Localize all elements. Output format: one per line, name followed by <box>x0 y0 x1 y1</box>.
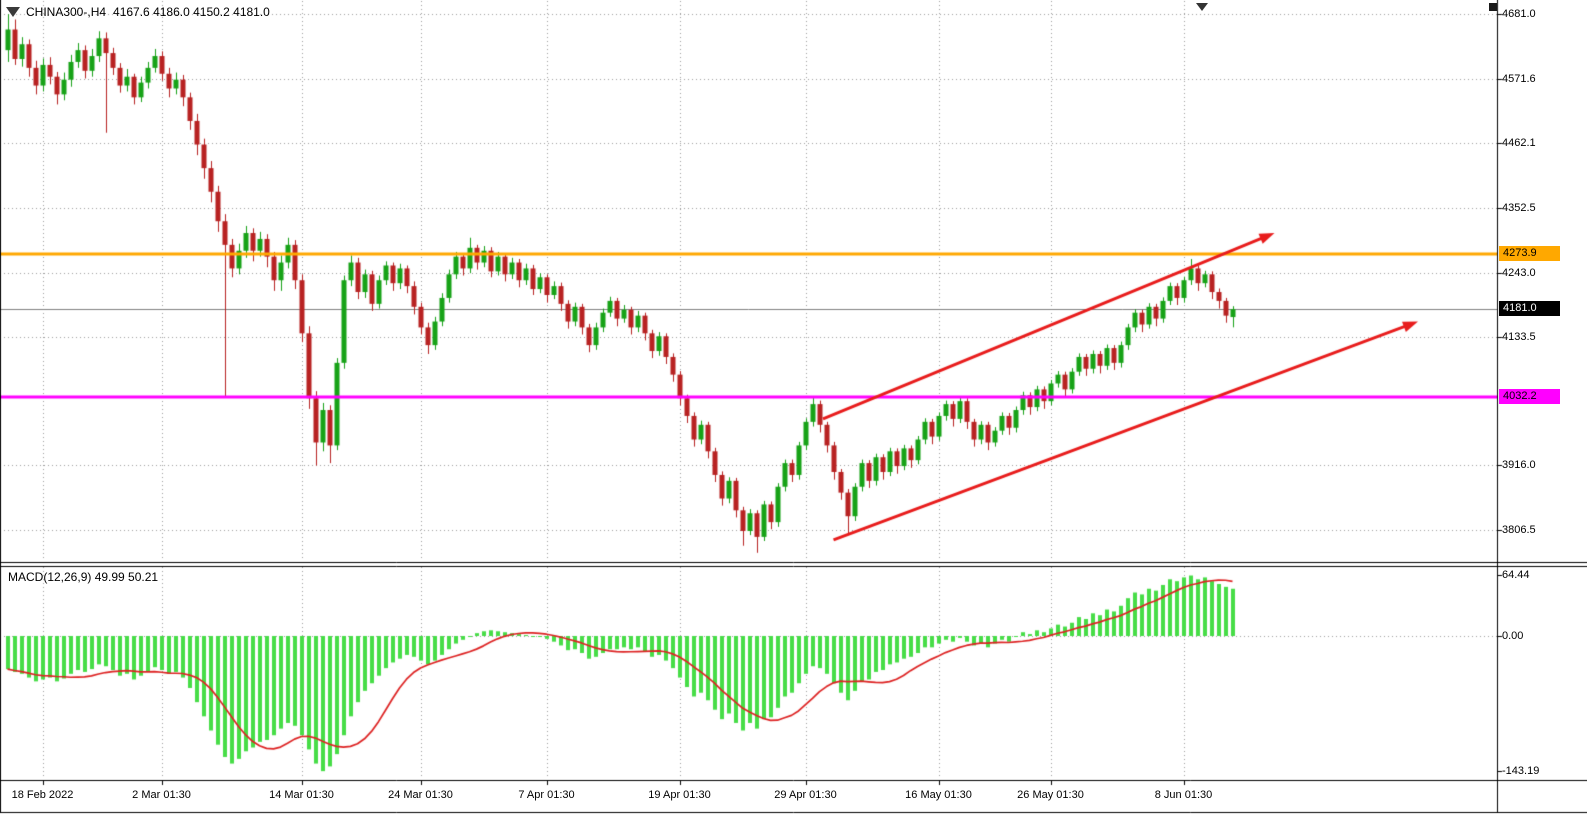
price-axis-label: 4133.5 <box>1502 331 1536 344</box>
macd-indicator-label: MACD(12,26,9) 49.99 50.21 <box>8 570 159 584</box>
time-axis-label: 8 Jun 01:30 <box>1154 789 1213 801</box>
time-axis-label: 7 Apr 01:30 <box>518 789 575 801</box>
time-axis-label: 24 Mar 01:30 <box>388 789 453 801</box>
time-axis-label: 29 Apr 01:30 <box>774 789 837 801</box>
time-axis-label: 18 Feb 2022 <box>11 789 74 801</box>
current-price-tag: 4181.0 <box>1499 301 1560 317</box>
price-axis-label: 4352.5 <box>1502 201 1536 214</box>
time-axis-label: 2 Mar 01:30 <box>132 789 191 801</box>
macd-axis-label: -143.19 <box>1502 765 1540 778</box>
time-axis-label: 16 May 01:30 <box>905 789 972 801</box>
macd-axis-label: 0.00 <box>1502 630 1524 642</box>
time-axis-label: 26 May 01:30 <box>1017 789 1084 801</box>
price-axis-label: 3916.0 <box>1502 459 1536 472</box>
symbol-ohlc-header: CHINA300-,H4 4167.6 4186.0 4150.2 4181.0 <box>6 5 277 19</box>
resistance-price-tag[interactable]: 4273.9 <box>1499 246 1560 262</box>
support-price-tag[interactable]: 4032.2 <box>1499 388 1560 404</box>
axis-corner-marker <box>1489 3 1497 11</box>
price-axis-label: 4462.1 <box>1502 137 1536 150</box>
time-axis-label: 19 Apr 01:30 <box>648 789 711 801</box>
price-axis-label: 4571.6 <box>1502 72 1536 85</box>
time-axis-label: 14 Mar 01:30 <box>269 789 334 801</box>
chart-shift-marker-icon[interactable] <box>1196 3 1208 11</box>
price-axis-label: 4681.0 <box>1502 8 1536 21</box>
ohlc-values-label: 4167.6 4186.0 4150.2 4181.0 <box>113 5 270 19</box>
chart-symbol-icon <box>6 7 20 17</box>
symbol-timeframe-label: CHINA300-,H4 <box>26 5 107 19</box>
price-axis-label: 3806.5 <box>1502 524 1536 537</box>
price-axis-label: 4243.0 <box>1502 266 1536 279</box>
macd-axis-label: 64.44 <box>1502 569 1530 582</box>
